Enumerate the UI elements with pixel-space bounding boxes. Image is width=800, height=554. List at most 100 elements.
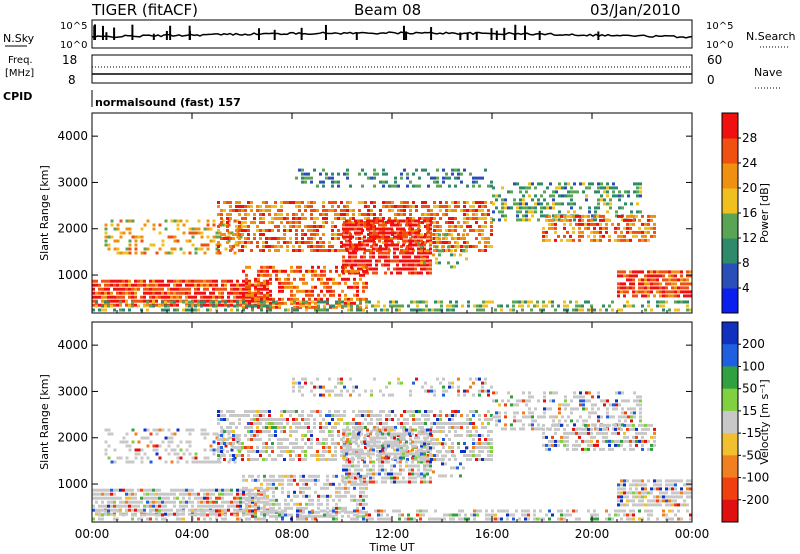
echo-cell [399,460,402,464]
echo-cell [442,213,445,216]
echo-cell [217,410,220,413]
echo-cell [328,434,331,437]
echo-cell [188,239,192,243]
echo-cell [545,230,548,234]
echo-cell [400,422,403,425]
echo-cell [403,205,406,208]
echo-cell [594,218,597,222]
echo-cell [543,391,546,395]
echo-cell [266,300,269,304]
echo-cell [463,389,466,393]
echo-cell [223,442,226,445]
echo-cell [260,295,263,299]
echo-cell [170,448,174,452]
colorbar-tick-label: 4 [742,281,750,295]
echo-cell [430,213,433,216]
echo-cell [335,502,338,506]
echo-cell [226,201,229,204]
echo-cell [346,172,349,176]
echo-cell [161,291,164,295]
echo-cell [348,460,351,464]
echo-cell [414,440,417,444]
echo-cell [426,227,429,231]
echo-cell [521,308,524,312]
echo-cell [354,271,357,275]
echo-cell [348,243,351,247]
echo-cell [290,300,293,304]
echo-cell [519,198,522,202]
echo-cell [284,498,287,502]
echo-cell [247,201,250,204]
echo-cell [411,444,414,448]
echo-cell [167,279,170,283]
echo-cell [290,506,293,510]
echo-cell [593,226,596,230]
echo-cell [402,231,405,235]
echo-cell [377,300,380,304]
echo-cell [662,270,665,274]
echo-cell [299,490,302,494]
echo-cell [245,506,248,510]
echo-cell [245,265,248,269]
echo-cell [263,281,266,285]
echo-cell [238,450,241,453]
echo-cell [576,419,579,423]
echo-cell [396,247,399,251]
echo-cell [448,418,451,421]
echo-cell [367,209,370,212]
echo-cell [361,168,364,172]
echo-cell [342,464,345,468]
echo-cell [430,426,433,429]
echo-cell [346,201,349,204]
echo-cell [442,430,445,433]
echo-cell [125,500,128,504]
nsky-label: N.Sky [3,32,35,45]
echo-cell [296,297,299,301]
echo-cell [221,512,224,516]
echo-cell [420,251,423,255]
echo-cell [372,247,375,251]
echo-cell [116,227,120,231]
echo-cell [632,214,635,218]
echo-cell [254,287,257,291]
echo-cell [460,225,463,228]
echo-cell [248,283,251,287]
echo-cell [251,488,254,492]
echo-cell [152,500,155,504]
echo-cell [410,308,413,312]
echo-cell [393,444,396,448]
echo-cell [257,295,260,299]
echo-cell [328,430,331,433]
echo-cell [269,265,272,269]
echo-cell [372,271,375,275]
echo-cell [599,230,602,234]
echo-cell [430,422,433,425]
echo-cell [469,430,472,433]
echo-cell [636,190,639,194]
echo-cell [331,442,334,445]
echo-cell [351,456,354,460]
echo-cell [384,263,387,267]
echo-cell [257,478,260,482]
echo-cell [451,217,454,220]
echo-cell [439,205,442,208]
echo-cell [265,426,268,429]
echo-cell [266,291,269,295]
echo-cell [454,426,457,429]
echo-cell [310,381,313,385]
echo-cell [434,300,437,304]
echo-cell [525,210,528,214]
echo-cell [200,504,203,508]
echo-cell [567,190,570,194]
echo-cell [342,480,345,484]
echo-cell [194,295,197,299]
echo-cell [194,492,197,496]
echo-cell [342,271,345,275]
echo-cell [466,389,469,393]
echo-cell [381,468,384,472]
echo-cell [445,237,448,240]
echo-cell [484,201,487,204]
echo-cell [423,261,426,265]
echo-cell [487,410,490,413]
echo-cell [647,290,650,294]
